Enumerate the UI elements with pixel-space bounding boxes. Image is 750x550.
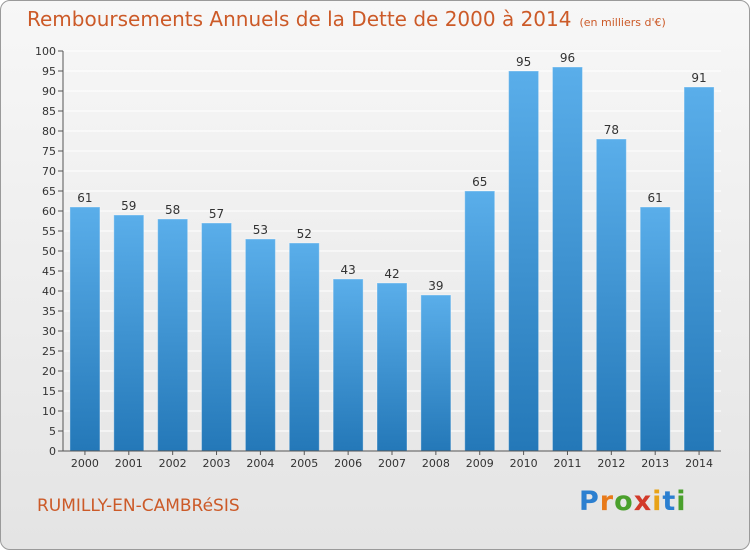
x-tick-label: 2009 — [466, 457, 494, 470]
bar — [640, 207, 671, 451]
logo-letter: o — [614, 486, 634, 517]
y-tick-label: 0 — [49, 445, 56, 458]
bar-value-label: 78 — [604, 123, 619, 137]
bar-value-label: 57 — [209, 207, 224, 221]
y-tick-label: 85 — [42, 105, 56, 118]
x-tick-label: 2014 — [685, 457, 713, 470]
y-tick-label: 10 — [42, 405, 56, 418]
bar-value-label: 53 — [253, 223, 268, 237]
x-tick-label: 2003 — [203, 457, 231, 470]
y-tick-label: 90 — [42, 85, 56, 98]
logo-letter: P — [579, 486, 600, 517]
chart-title: Remboursements Annuels de la Dette de 20… — [27, 7, 666, 31]
x-tick-label: 2013 — [641, 457, 669, 470]
y-tick-label: 50 — [42, 245, 56, 258]
bar — [508, 71, 539, 451]
bar — [201, 223, 232, 451]
bar-value-label: 39 — [428, 279, 443, 293]
proxiti-logo: Proxiti — [579, 486, 687, 517]
bar — [377, 283, 407, 451]
bar-value-label: 95 — [516, 55, 531, 69]
y-tick-label: 80 — [42, 125, 56, 138]
axes: 0 5 10 15 20 25 30 35 40 45 50 55 60 65 70 75 80 85 90 95 10… — [35, 45, 721, 470]
x-tick-label: 2011 — [553, 457, 581, 470]
bars: 61 59 58 57 53 52 43 42 39 65 95 96 78 61 91 — [69, 51, 715, 452]
x-tick-label: 2006 — [334, 457, 362, 470]
bar — [113, 215, 144, 451]
bar — [464, 191, 495, 451]
logo-letter: r — [599, 486, 615, 517]
chart-title-text: Remboursements Annuels de la Dette de 20… — [27, 7, 572, 31]
bar-value-label: 59 — [121, 199, 136, 213]
y-tick-label: 35 — [42, 305, 56, 318]
bar-value-label: 52 — [297, 227, 312, 241]
logo-letter: x — [633, 486, 653, 517]
y-tick-label: 40 — [42, 285, 56, 298]
x-tick-label: 2012 — [597, 457, 625, 470]
y-tick-label: 75 — [42, 145, 56, 158]
bar — [552, 67, 583, 451]
y-tick-label: 20 — [42, 365, 56, 378]
y-tick-label: 55 — [42, 225, 56, 238]
chart-unit: (en milliers d'€) — [579, 16, 666, 29]
y-tick-label: 45 — [42, 265, 56, 278]
logo-letter: i — [676, 486, 687, 517]
y-tick-label: 100 — [35, 45, 56, 58]
logo-letter: t — [662, 486, 677, 517]
y-tick-label: 25 — [42, 345, 56, 358]
x-tick-label: 2005 — [290, 457, 318, 470]
x-tick-label: 2002 — [159, 457, 187, 470]
bar-value-label: 61 — [77, 191, 92, 205]
bar-value-label: 58 — [165, 203, 180, 217]
y-tick-label: 60 — [42, 205, 56, 218]
commune-name: RUMILLY-EN-CAMBRéSIS — [37, 496, 240, 516]
bar — [69, 207, 100, 451]
bar — [596, 139, 627, 451]
bar — [333, 279, 364, 451]
bar-value-label: 65 — [472, 175, 487, 189]
logo-letter: i — [652, 486, 663, 517]
bar-value-label: 43 — [340, 263, 355, 277]
bar-value-label: 91 — [691, 71, 706, 85]
x-tick-label: 2008 — [422, 457, 450, 470]
bar — [245, 239, 276, 451]
x-tick-label: 2010 — [510, 457, 538, 470]
y-tick-label: 95 — [42, 65, 56, 78]
y-tick-label: 30 — [42, 325, 56, 338]
y-tick-label: 65 — [42, 185, 56, 198]
y-tick-label: 70 — [42, 165, 56, 178]
x-tick-label: 2007 — [378, 457, 406, 470]
x-tick-label: 2001 — [115, 457, 143, 470]
bar-value-label: 96 — [560, 51, 575, 65]
y-tick-label: 15 — [42, 385, 56, 398]
bar — [420, 295, 451, 451]
bar — [157, 219, 188, 451]
y-tick-label: 5 — [49, 425, 56, 438]
bar — [289, 243, 320, 451]
x-tick-label: 2000 — [71, 457, 99, 470]
bar-value-label: 42 — [384, 267, 399, 281]
bar — [684, 87, 715, 451]
x-tick-label: 2004 — [246, 457, 274, 470]
bar-value-label: 61 — [648, 191, 663, 205]
